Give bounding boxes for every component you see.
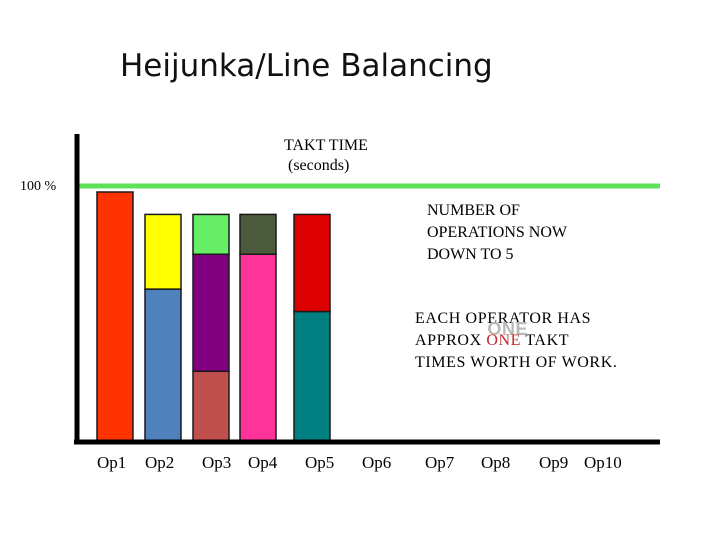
operator-note: EACH OPERATOR HAS APPROX ONE ONE TAKT TIM… <box>415 308 617 374</box>
category-label-6: Op6 <box>362 453 391 472</box>
category-label-3: Op3 <box>202 453 231 472</box>
ghost-word: ONE <box>487 319 529 339</box>
slide-title: Heijunka/Line Balancing <box>120 48 493 84</box>
emphasis-word-text: ONE <box>486 332 522 349</box>
category-label-5: Op5 <box>305 453 334 472</box>
takt-time-label-line2: (seconds) <box>288 157 350 174</box>
category-label-7: Op7 <box>425 453 455 472</box>
category-label-1: Op1 <box>97 453 126 472</box>
reference-line-label: 100 % <box>20 179 57 194</box>
takt-time-label: TAKT TIME (seconds) <box>284 136 368 176</box>
category-label-2: Op2 <box>145 453 174 472</box>
bar-5-segment-1 <box>293 310 331 442</box>
operations-note: NUMBER OF OPERATIONS NOW DOWN TO 5 <box>427 200 567 266</box>
bar-3-segment-2 <box>192 253 230 373</box>
takt-time-label-line1: TAKT TIME <box>284 137 368 154</box>
bar-2-segment-1 <box>144 288 182 442</box>
category-label-10: Op10 <box>584 453 622 472</box>
operator-note-line3: TIMES WORTH OF WORK. <box>415 354 618 371</box>
bar-5-segment-2 <box>293 213 331 313</box>
bar-3-segment-3 <box>192 213 230 256</box>
bar-4-segment-1 <box>239 253 277 442</box>
bar-1-segment-1 <box>96 191 134 442</box>
operations-note-line1: NUMBER OF <box>427 202 520 219</box>
bar-3-segment-1 <box>192 370 230 442</box>
emphasis-word: ONE ONE <box>486 319 527 352</box>
operations-note-line2: OPERATIONS NOW <box>427 224 567 241</box>
bar-4-segment-2 <box>239 213 277 256</box>
bar-2-segment-2 <box>144 213 182 290</box>
category-label-8: Op8 <box>481 453 510 472</box>
operator-note-pre: APPROX <box>415 332 487 349</box>
category-labels: Op1 Op2 Op3 Op4 Op5 Op6 Op7 Op8 Op9 Op10 <box>97 453 622 472</box>
operations-note-line3: DOWN TO 5 <box>427 246 514 263</box>
category-label-9: Op9 <box>539 453 568 472</box>
operator-note-line1: EACH OPERATOR HAS <box>415 310 592 327</box>
operator-note-line2: APPROX ONE ONE TAKT <box>415 319 617 352</box>
operator-note-post: TAKT <box>521 332 570 349</box>
bars-group <box>96 191 331 442</box>
category-label-4: Op4 <box>248 453 278 472</box>
